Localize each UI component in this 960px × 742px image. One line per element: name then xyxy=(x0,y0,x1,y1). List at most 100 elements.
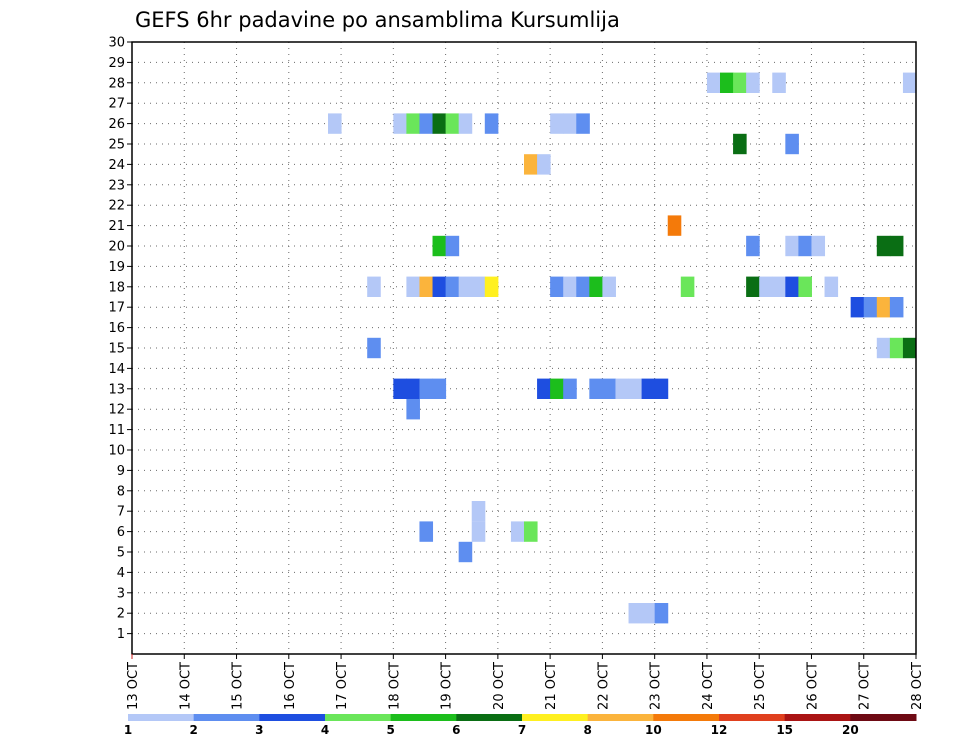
precip-cell xyxy=(563,378,577,399)
precip-cell xyxy=(432,113,447,134)
precip-cell xyxy=(550,113,564,134)
precip-cell xyxy=(811,235,826,257)
x-tick-label: 14 OCT xyxy=(178,662,193,710)
legend-swatch xyxy=(587,714,654,721)
legend-swatch xyxy=(719,714,786,721)
precip-cell xyxy=(484,276,499,297)
precip-cell xyxy=(876,337,891,359)
legend-label: 12 xyxy=(711,723,728,737)
precip-cell xyxy=(785,133,799,155)
precip-cell xyxy=(824,276,839,297)
precip-cell xyxy=(733,72,747,93)
y-tick-label: 24 xyxy=(108,158,125,173)
precip-cell xyxy=(589,276,603,297)
precip-cell xyxy=(432,235,447,257)
precip-cell xyxy=(680,276,695,297)
precip-cell xyxy=(419,521,434,542)
chart-title: GEFS 6hr padavine po ansamblima Kursumli… xyxy=(135,8,620,32)
y-tick-label: 30 xyxy=(108,36,125,51)
precip-cell xyxy=(615,378,630,399)
y-tick-label: 4 xyxy=(117,566,125,581)
x-tick-label: 23 OCT xyxy=(649,662,664,710)
y-tick-label: 5 xyxy=(117,546,125,561)
legend-label: 1 xyxy=(124,723,132,737)
y-tick-label: 21 xyxy=(108,219,125,234)
precip-cell xyxy=(889,235,904,257)
precip-cell xyxy=(432,378,447,399)
x-tick-label: 22 OCT xyxy=(596,662,611,710)
precip-cell xyxy=(628,603,643,624)
x-tick-label: 24 OCT xyxy=(701,662,716,710)
precip-cell xyxy=(406,276,420,297)
legend-label: 15 xyxy=(776,723,793,737)
y-tick-label: 16 xyxy=(108,321,125,336)
x-tick-label: 20 OCT xyxy=(492,662,507,710)
precip-cell xyxy=(889,337,904,359)
legend-label: 20 xyxy=(842,723,859,737)
y-tick-label: 23 xyxy=(108,178,125,193)
precip-cell xyxy=(772,72,786,93)
precip-cell xyxy=(524,154,538,175)
precip-cell xyxy=(772,276,786,297)
precip-cell xyxy=(654,378,669,399)
precip-cell xyxy=(367,337,381,359)
legend-swatch xyxy=(784,714,851,721)
precip-cell xyxy=(641,603,656,624)
precip-cell xyxy=(628,378,643,399)
y-tick-label: 26 xyxy=(108,117,125,132)
x-tick-label: 19 OCT xyxy=(440,662,455,710)
legend-label: 2 xyxy=(189,723,197,737)
precip-cell xyxy=(432,276,447,297)
precip-cell xyxy=(550,276,564,297)
legend-swatch xyxy=(456,714,523,721)
precip-cell xyxy=(445,276,460,297)
precip-cell xyxy=(458,113,473,134)
precip-cell xyxy=(602,276,616,297)
precip-cell xyxy=(393,378,407,399)
y-tick-label: 27 xyxy=(108,97,125,112)
x-tick-label: 21 OCT xyxy=(544,662,559,710)
y-tick-label: 17 xyxy=(108,301,125,316)
legend-swatch xyxy=(193,714,260,721)
precip-cell xyxy=(406,113,420,134)
legend-label: 7 xyxy=(518,723,526,737)
precip-cell xyxy=(706,72,721,93)
y-tick-label: 6 xyxy=(117,525,125,540)
legend-label: 10 xyxy=(645,723,662,737)
y-tick-label: 8 xyxy=(117,484,125,499)
y-tick-label: 25 xyxy=(108,138,125,153)
precip-cell xyxy=(550,378,564,399)
grid xyxy=(132,42,916,654)
precip-cell xyxy=(484,113,499,134)
y-tick-label: 15 xyxy=(108,342,125,357)
y-tick-label: 18 xyxy=(108,280,125,295)
precip-cell xyxy=(406,378,420,399)
precip-cell xyxy=(419,378,434,399)
y-tick-label: 22 xyxy=(108,199,125,214)
precip-cell xyxy=(471,501,486,522)
y-tick-label: 29 xyxy=(108,56,125,71)
precip-cell xyxy=(471,276,486,297)
precip-cell xyxy=(576,113,590,134)
precip-cell xyxy=(863,297,878,318)
precip-cell xyxy=(746,235,760,257)
y-tick-label: 7 xyxy=(117,505,125,520)
precip-cell xyxy=(850,297,865,318)
legend-swatch xyxy=(128,714,195,721)
precip-cell xyxy=(746,72,760,93)
legend-label: 5 xyxy=(386,723,394,737)
x-tick-label: 17 OCT xyxy=(335,662,350,710)
precip-cell xyxy=(876,235,891,257)
legend-label: 4 xyxy=(321,723,329,737)
y-tick-label: 19 xyxy=(108,260,125,275)
precip-cell xyxy=(759,276,773,297)
x-tick-label: 28 OCT xyxy=(910,662,925,710)
precip-cell xyxy=(537,154,551,175)
y-tick-label: 2 xyxy=(117,607,125,622)
precip-cell xyxy=(524,521,538,542)
y-tick-label: 10 xyxy=(108,444,125,459)
y-tick-label: 28 xyxy=(108,76,125,91)
precip-cell xyxy=(458,276,473,297)
legend-swatch xyxy=(522,714,589,721)
